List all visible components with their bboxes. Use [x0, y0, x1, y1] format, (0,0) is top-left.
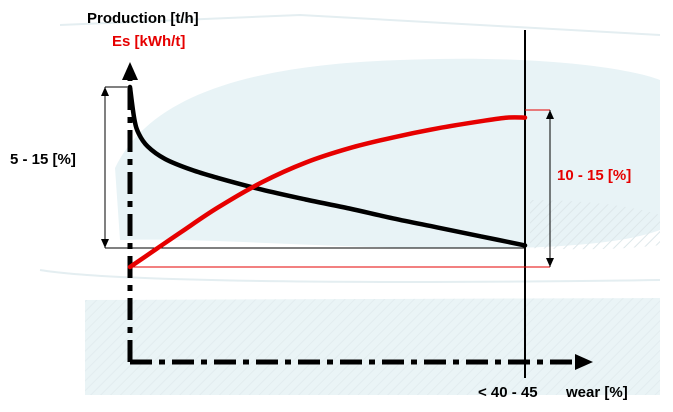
background-upper-hatch — [530, 200, 660, 250]
reference-lines — [101, 86, 554, 268]
background-lower-hatch — [85, 298, 660, 395]
series-energy-line — [127, 115, 528, 270]
y-axis-arrow — [122, 62, 138, 80]
x-axis-arrow — [575, 354, 593, 370]
background-shapes — [39, 13, 661, 395]
y-axis-label-production: Production [t/h] — [87, 10, 199, 27]
production-range-arrow-down — [101, 239, 109, 248]
background-outline — [39, 13, 661, 283]
background-upper-shape — [115, 58, 660, 249]
axes — [122, 30, 593, 378]
energy-range-arrow-up — [546, 110, 554, 119]
y-axis-label-energy: Es [kWh/t] — [112, 33, 185, 50]
energy-range-arrow-down — [546, 258, 554, 267]
series-production-line — [127, 84, 528, 248]
production-range-arrow-up — [101, 87, 109, 96]
energy-range-label: 10 - 15 [%] — [557, 167, 631, 184]
x-tick-label-wear-limit: < 40 - 45 — [478, 384, 538, 401]
production-range-label: 5 - 15 [%] — [10, 151, 76, 168]
x-axis-label: wear [%] — [565, 384, 628, 401]
